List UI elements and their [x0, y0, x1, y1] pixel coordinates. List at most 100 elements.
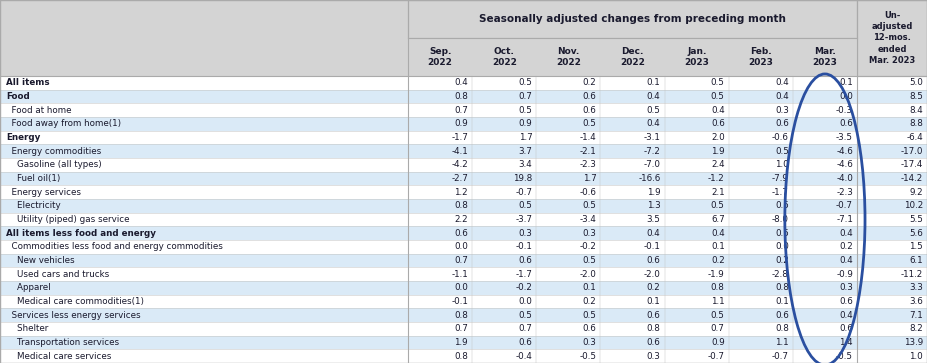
Text: -0.7: -0.7 [836, 201, 853, 210]
Text: Utility (piped) gas service: Utility (piped) gas service [6, 215, 130, 224]
Text: -0.1: -0.1 [643, 242, 661, 251]
Text: 19.8: 19.8 [513, 174, 532, 183]
Text: 6.7: 6.7 [711, 215, 725, 224]
Text: Gasoline (all types): Gasoline (all types) [6, 160, 102, 169]
Text: -0.1: -0.1 [451, 297, 468, 306]
Text: -1.1: -1.1 [451, 270, 468, 279]
Text: 2.0: 2.0 [711, 133, 725, 142]
Text: 0.5: 0.5 [775, 201, 789, 210]
Text: 0.5: 0.5 [582, 256, 596, 265]
Text: -17.0: -17.0 [900, 147, 923, 156]
Text: 0.5: 0.5 [582, 311, 596, 320]
Text: 0.5: 0.5 [711, 78, 725, 87]
Text: 0.2: 0.2 [775, 256, 789, 265]
Text: -0.9: -0.9 [836, 270, 853, 279]
Text: 0.2: 0.2 [647, 284, 661, 292]
Text: 0.8: 0.8 [775, 324, 789, 333]
Text: Food: Food [6, 92, 30, 101]
Text: 3.4: 3.4 [518, 160, 532, 169]
Bar [0, 308, 927, 322]
Text: -0.7: -0.7 [772, 352, 789, 361]
Text: 5.0: 5.0 [909, 78, 923, 87]
Text: 8.8: 8.8 [909, 119, 923, 129]
Text: -2.3: -2.3 [579, 160, 596, 169]
Bar [0, 103, 927, 117]
Text: 0.2: 0.2 [839, 242, 853, 251]
Text: Energy services: Energy services [6, 188, 81, 197]
Text: Un-
adjusted
12-mos.
ended
Mar. 2023: Un- adjusted 12-mos. ended Mar. 2023 [869, 11, 915, 65]
Text: 0.5: 0.5 [711, 92, 725, 101]
Bar [0, 267, 927, 281]
Text: -0.3: -0.3 [836, 106, 853, 115]
Text: 1.3: 1.3 [647, 201, 661, 210]
Text: 0.8: 0.8 [454, 352, 468, 361]
Text: 2.1: 2.1 [711, 188, 725, 197]
Text: Oct.
2022: Oct. 2022 [492, 47, 516, 67]
Text: 0.6: 0.6 [711, 119, 725, 129]
Text: 0.5: 0.5 [582, 119, 596, 129]
Text: 0.6: 0.6 [839, 119, 853, 129]
Text: 0.1: 0.1 [711, 242, 725, 251]
Text: 0.6: 0.6 [647, 311, 661, 320]
Text: -16.6: -16.6 [639, 174, 661, 183]
Text: 1.2: 1.2 [454, 188, 468, 197]
Text: 1.9: 1.9 [454, 338, 468, 347]
Text: 1.1: 1.1 [711, 297, 725, 306]
Text: 9.2: 9.2 [909, 188, 923, 197]
Text: 1.7: 1.7 [583, 174, 596, 183]
Text: -0.7: -0.7 [707, 352, 725, 361]
Text: 0.5: 0.5 [775, 147, 789, 156]
Text: -0.5: -0.5 [579, 352, 596, 361]
Text: 0.4: 0.4 [454, 78, 468, 87]
Text: 0.0: 0.0 [518, 297, 532, 306]
Text: 0.5: 0.5 [518, 78, 532, 87]
Text: -1.7: -1.7 [515, 270, 532, 279]
Text: 0.3: 0.3 [582, 229, 596, 238]
Text: 8.5: 8.5 [909, 92, 923, 101]
Text: Energy: Energy [6, 133, 41, 142]
Text: 0.7: 0.7 [454, 324, 468, 333]
Text: -1.7: -1.7 [772, 188, 789, 197]
Text: Seasonally adjusted changes from preceding month: Seasonally adjusted changes from precedi… [479, 14, 786, 24]
Text: 8.4: 8.4 [909, 106, 923, 115]
Text: -11.2: -11.2 [901, 270, 923, 279]
Text: 0.4: 0.4 [839, 229, 853, 238]
Text: 0.7: 0.7 [711, 324, 725, 333]
Text: 0.7: 0.7 [518, 92, 532, 101]
Text: Used cars and trucks: Used cars and trucks [6, 270, 109, 279]
Text: -2.1: -2.1 [579, 147, 596, 156]
Text: 3.6: 3.6 [909, 297, 923, 306]
Bar [0, 295, 927, 308]
Text: 0.6: 0.6 [775, 311, 789, 320]
Text: -7.1: -7.1 [836, 215, 853, 224]
Text: -7.2: -7.2 [643, 147, 661, 156]
Text: 1.5: 1.5 [909, 242, 923, 251]
Text: -17.4: -17.4 [901, 160, 923, 169]
Text: 6.1: 6.1 [909, 256, 923, 265]
Text: 0.3: 0.3 [518, 229, 532, 238]
Text: Transportation services: Transportation services [6, 338, 120, 347]
Text: -14.2: -14.2 [901, 174, 923, 183]
Bar [0, 322, 927, 336]
Text: Fuel oil(1): Fuel oil(1) [6, 174, 60, 183]
Bar [0, 227, 927, 240]
Text: 0.4: 0.4 [839, 311, 853, 320]
Text: 0.6: 0.6 [839, 297, 853, 306]
Text: 0.6: 0.6 [583, 92, 596, 101]
Text: 0.4: 0.4 [839, 256, 853, 265]
Text: 0.6: 0.6 [518, 256, 532, 265]
Text: -7.0: -7.0 [643, 160, 661, 169]
Text: -4.1: -4.1 [451, 147, 468, 156]
Text: Sep.
2022: Sep. 2022 [427, 47, 452, 67]
Bar [857, 0, 927, 76]
Text: 0.0: 0.0 [454, 242, 468, 251]
Text: Mar.
2023: Mar. 2023 [812, 47, 837, 67]
Text: -0.5: -0.5 [836, 352, 853, 361]
Text: -2.8: -2.8 [772, 270, 789, 279]
Text: -0.2: -0.2 [515, 284, 532, 292]
Text: 3.5: 3.5 [647, 215, 661, 224]
Text: 0.4: 0.4 [647, 92, 661, 101]
Text: -0.2: -0.2 [579, 242, 596, 251]
Text: All items: All items [6, 78, 50, 87]
Text: 0.6: 0.6 [647, 338, 661, 347]
